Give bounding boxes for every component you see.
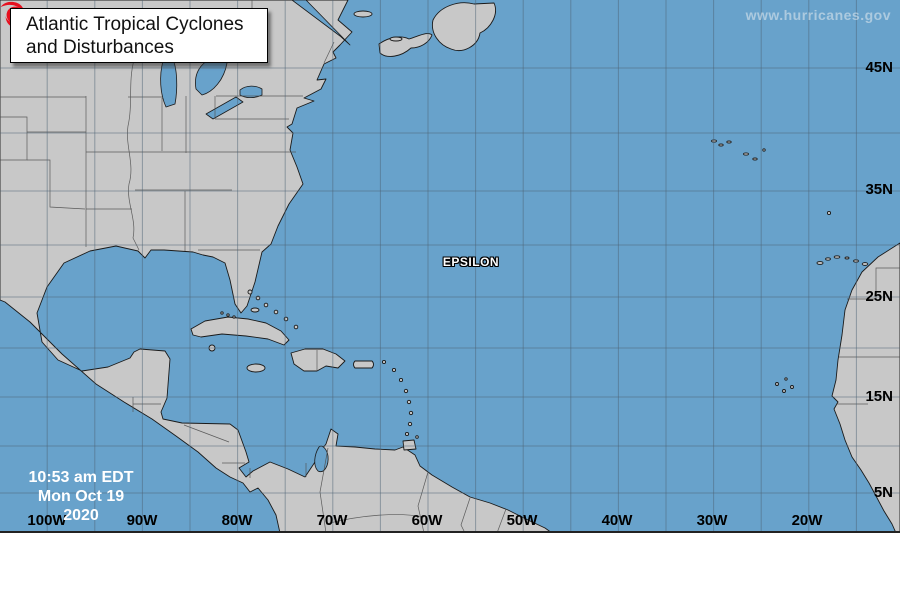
map-title-line2: and Disturbances <box>26 37 174 58</box>
storm-name-label: EPSILON <box>442 255 500 269</box>
lon-label-90w: 90W <box>126 512 158 529</box>
lon-label-30w: 30W <box>696 512 728 529</box>
lon-label-80w: 80W <box>221 512 253 529</box>
anticosti-island <box>353 10 373 18</box>
lon-label-40w: 40W <box>601 512 633 529</box>
lon-label-70w: 70W <box>316 512 348 529</box>
lake-ontario <box>239 85 263 99</box>
prince-edward-island <box>389 36 403 42</box>
florida-keys <box>220 311 236 319</box>
madeira <box>826 210 832 216</box>
cape-verde-islands <box>775 377 794 393</box>
map-title-box: Atlantic Tropical Cyclones and Disturban… <box>10 8 268 63</box>
issuance-timestamp: 10:53 am EDT Mon Oct 19 2020 <box>18 468 144 525</box>
lakes <box>160 0 351 473</box>
lat-lon-gridlines <box>0 0 900 531</box>
lon-label-100w: 100W <box>27 512 67 529</box>
cuba <box>190 316 290 346</box>
hurricanes-gov-watermark: www.hurricanes.gov <box>745 7 891 23</box>
lon-label-50w: 50W <box>506 512 538 529</box>
lat-label-35n: 35N <box>865 181 893 198</box>
hispaniola <box>290 348 346 372</box>
lat-label-25n: 25N <box>865 288 893 305</box>
lat-label-5n: 5N <box>873 484 893 501</box>
legend: Current Disturbances and Two-Day Cyclone… <box>0 533 900 601</box>
map-graphic <box>0 0 900 531</box>
lake-michigan <box>160 59 178 108</box>
lat-label-15n: 15N <box>865 388 893 405</box>
map-title-line1: Atlantic Tropical Cyclones <box>26 14 244 35</box>
puerto-rico <box>353 360 374 369</box>
political-borders <box>0 0 900 531</box>
atlantic-map: EPSILON 45N 35N 25N 15N 5N 100W 90W 80W … <box>0 0 900 533</box>
lake-huron <box>195 55 228 96</box>
lon-label-20w: 20W <box>791 512 823 529</box>
st-lawrence-river <box>291 0 351 46</box>
lesser-antilles <box>381 359 419 451</box>
africa <box>831 242 900 531</box>
timestamp-time: 10:53 am EDT <box>28 469 134 486</box>
jamaica <box>246 363 266 373</box>
timestamp-date: Mon Oct 19 2020 <box>37 488 125 524</box>
lon-label-60w: 60W <box>411 512 443 529</box>
lat-label-45n: 45N <box>865 59 893 76</box>
bahamas <box>247 289 299 330</box>
newfoundland <box>431 2 496 51</box>
canary-islands <box>816 255 869 266</box>
